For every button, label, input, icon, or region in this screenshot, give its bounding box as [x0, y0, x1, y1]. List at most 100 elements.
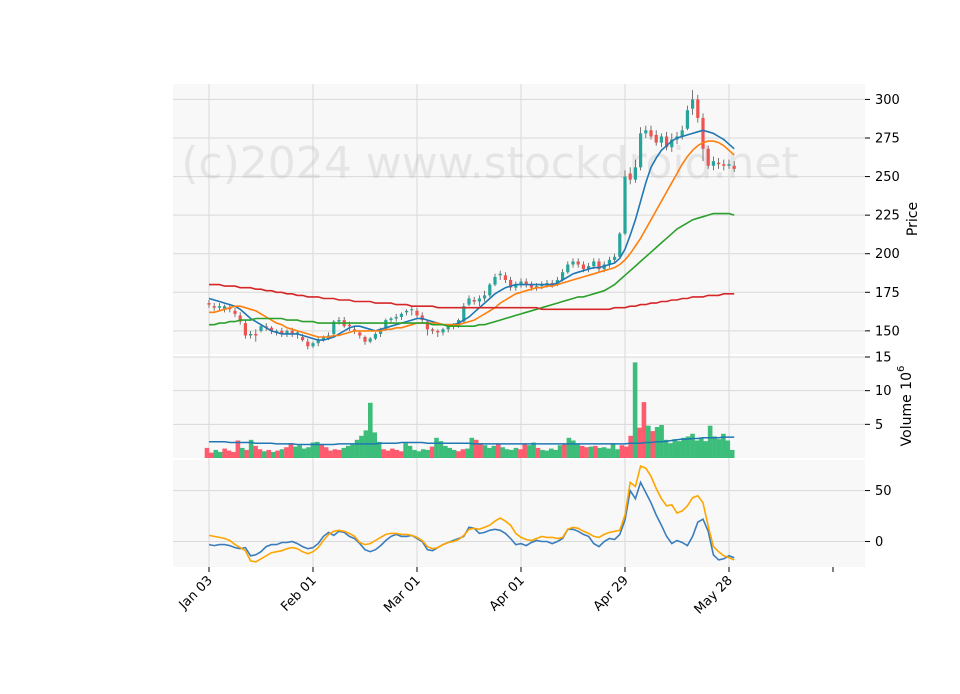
- grid-lines: [173, 84, 865, 567]
- volume-bar: [694, 440, 700, 458]
- volume-bar: [429, 446, 435, 458]
- price-axis-tick-label: 200: [875, 247, 900, 262]
- volume-bar: [394, 449, 400, 458]
- volume-bar: [610, 443, 616, 458]
- volume-bar: [663, 439, 669, 458]
- candle-body: [389, 318, 393, 321]
- volume-bar: [562, 443, 567, 458]
- volume-bar: [513, 447, 519, 458]
- candle-body: [477, 298, 481, 302]
- candle-body: [290, 330, 294, 334]
- panel-background: [173, 357, 865, 458]
- volume-bar: [447, 447, 453, 458]
- volume-bar: [341, 447, 347, 458]
- volume-bar: [729, 449, 735, 458]
- price-axis-tick-label: 300: [875, 93, 900, 108]
- volume-bar: [725, 440, 731, 458]
- candle-body: [498, 273, 502, 276]
- candle-body: [207, 303, 211, 305]
- volume-bar: [465, 448, 470, 458]
- panel-background: [173, 84, 865, 354]
- volume-bar: [707, 425, 713, 458]
- volume-bar: [292, 446, 298, 458]
- candle-body: [607, 259, 611, 265]
- volume-bar: [716, 439, 722, 458]
- volume-bar: [420, 449, 426, 458]
- volume-bar: [376, 441, 382, 458]
- candle-body: [410, 309, 414, 311]
- oscillator-axis-tick-label: 50: [875, 484, 892, 499]
- candle-body: [706, 148, 710, 166]
- volume-bar: [518, 449, 523, 458]
- candle-body: [561, 272, 565, 280]
- candle-body: [727, 164, 731, 166]
- price-axis-tick-label: 225: [875, 209, 900, 224]
- volume-bar: [495, 443, 501, 458]
- volume-bar: [571, 440, 576, 458]
- candle-body: [639, 133, 643, 168]
- volume-bar: [244, 449, 250, 458]
- candle-body: [436, 330, 440, 333]
- candle-body: [353, 329, 357, 331]
- volume-bar: [222, 448, 227, 458]
- volume-bar: [301, 448, 307, 458]
- volume-bar: [240, 447, 245, 458]
- candle-body: [269, 327, 273, 331]
- oscillator-line: [208, 465, 735, 563]
- volume-bar: [425, 449, 430, 458]
- volume-bar: [350, 444, 355, 458]
- volume-bar: [566, 437, 572, 458]
- candle-body: [368, 338, 372, 342]
- volume-bar: [601, 447, 607, 458]
- candle-body: [425, 321, 429, 330]
- volume-bar: [606, 448, 611, 458]
- candle-body: [519, 281, 523, 285]
- oscillator-line: [208, 480, 735, 561]
- volume-bar: [403, 443, 408, 458]
- volume-bar: [712, 436, 717, 458]
- volume-bar: [699, 437, 704, 458]
- volume-bar: [482, 445, 488, 458]
- volume-bar: [456, 451, 461, 458]
- candle-body: [249, 333, 253, 336]
- candle-body: [597, 261, 601, 270]
- volume-bar: [438, 441, 444, 458]
- candle-body: [415, 310, 419, 316]
- volume-axis-tick-label: 15: [875, 351, 892, 366]
- volume-bar: [434, 437, 439, 458]
- oscillator-panel: [208, 465, 735, 563]
- volume-bar: [491, 445, 497, 458]
- candle-body: [581, 264, 585, 270]
- volume-bar: [650, 431, 656, 458]
- candle-body: [680, 130, 684, 137]
- volume-bar: [319, 444, 325, 458]
- candle-body: [472, 300, 476, 302]
- volume-bar: [297, 445, 302, 458]
- x-axis-tick-label: Apr 29: [591, 573, 632, 614]
- volume-bar: [628, 435, 633, 458]
- moving-average-line: [209, 283, 735, 311]
- candle-body: [529, 284, 533, 288]
- volume-bar: [500, 447, 506, 458]
- candle-body: [670, 139, 674, 148]
- candle-body: [223, 306, 227, 310]
- volume-axis-tick-label: 5: [875, 418, 883, 433]
- volume-bar: [345, 445, 351, 458]
- volume-bar: [332, 449, 338, 458]
- candle-body: [488, 284, 492, 296]
- volume-axis-exponent: 6: [896, 366, 907, 372]
- volume-bar: [451, 449, 457, 458]
- candle-body: [384, 320, 388, 330]
- candle-body: [665, 136, 669, 148]
- watermark: (c)2024 www.stockdroid.net: [181, 138, 798, 189]
- candle-body: [358, 332, 362, 336]
- candle-body: [373, 333, 377, 339]
- price-axis-tick-label: 275: [875, 132, 900, 147]
- volume-bar: [416, 451, 422, 458]
- candle-body: [243, 323, 247, 336]
- volume-bar: [526, 445, 532, 458]
- volume-bar: [204, 447, 210, 458]
- volume-bar: [473, 439, 479, 458]
- volume-bar: [504, 449, 510, 458]
